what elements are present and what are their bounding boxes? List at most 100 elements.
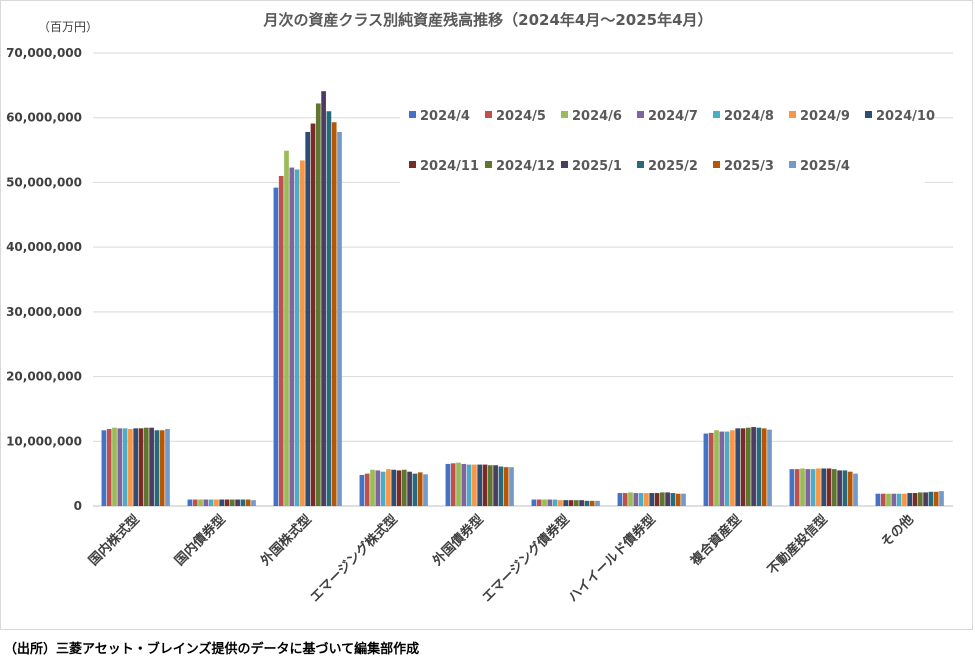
bar [896,493,902,506]
bar [133,428,139,506]
legend-swatch [637,111,644,118]
bar [714,430,719,506]
bar [498,466,504,506]
bar [412,473,418,506]
x-tick-label: 国内株式型 [86,512,143,569]
bar [337,131,342,507]
bar [767,429,772,506]
y-tick-label: 20,000,000 [6,370,82,384]
bar [294,169,300,506]
bar [886,493,891,506]
source-note: （出所）三菱アセット・ブレインズ提供のデータに基づいて編集部作成 [4,642,420,657]
bar [138,428,144,506]
legend-swatch [789,111,796,118]
bar [595,500,600,506]
legend-swatch [561,111,568,118]
chart-frame [0,0,973,630]
bar [198,499,203,506]
legend-label: 2024/4 [420,109,470,124]
bar [923,492,928,506]
bar [278,175,284,506]
bar [503,467,509,506]
legend-swatch [561,161,568,168]
bar [187,499,193,506]
legend-swatch [865,111,872,118]
y-tick-label: 0 [74,499,82,513]
x-tick-label: 不動産投信型 [764,512,830,578]
bar [315,103,321,506]
bar [644,493,649,506]
bar [745,427,751,506]
legend-swatch [713,111,720,118]
x-tick-label: 外国債券型 [429,512,487,570]
bar [800,468,805,506]
bar [719,431,725,506]
bar [675,493,681,506]
bar [493,465,498,506]
bar [456,462,461,506]
bar [482,464,488,506]
x-tick-label: 国内債券型 [172,512,229,569]
bar [638,493,644,506]
bar [761,428,767,506]
bar [907,493,913,506]
bars [101,91,944,507]
bar [568,500,574,506]
bar [391,469,397,506]
bar [649,493,655,506]
legend-label: 2025/4 [800,159,850,174]
bar [939,491,944,506]
bar [628,492,633,506]
bar [730,430,735,506]
bar [853,473,858,506]
bar [154,430,160,506]
bar [128,428,133,506]
bar [251,500,256,506]
bar [101,430,107,506]
bar [149,427,154,506]
bar [810,469,816,506]
bar [558,500,563,506]
bar [633,493,639,506]
bar [933,491,939,506]
legend-swatch [409,111,416,118]
bar [875,493,881,506]
bar [563,500,569,506]
bar [450,463,456,506]
bar [445,463,451,506]
y-tick-label: 50,000,000 [6,175,82,189]
legend-label: 2024/5 [496,109,546,124]
bar [837,470,842,506]
legend-swatch [713,161,720,168]
bar [552,499,558,506]
bar [417,472,423,506]
bar [364,473,370,506]
bar [831,469,837,506]
bar [165,428,170,506]
bar [547,499,553,506]
bar [380,471,386,506]
y-tick-label: 60,000,000 [6,111,82,125]
legend-swatch [637,161,644,168]
bar [665,492,670,506]
bar [579,500,584,506]
bar [842,470,848,506]
bar [536,499,542,506]
bar [143,427,149,506]
bar [816,468,821,506]
bar [573,500,579,506]
bar [461,463,467,506]
bar [401,469,407,506]
bar [159,430,165,506]
bar [370,469,375,506]
bar [326,111,332,506]
bar [273,187,279,506]
legend-label: 2024/12 [496,159,555,174]
bar [305,131,311,507]
bar [240,499,246,506]
bar-chart: （百万円） 月次の資産クラス別純資産残高推移（2024年4月～2025年4月） … [6,11,953,605]
bar [847,471,853,506]
bar [423,474,428,506]
legend-label: 2025/2 [648,159,698,174]
bar [122,428,128,506]
